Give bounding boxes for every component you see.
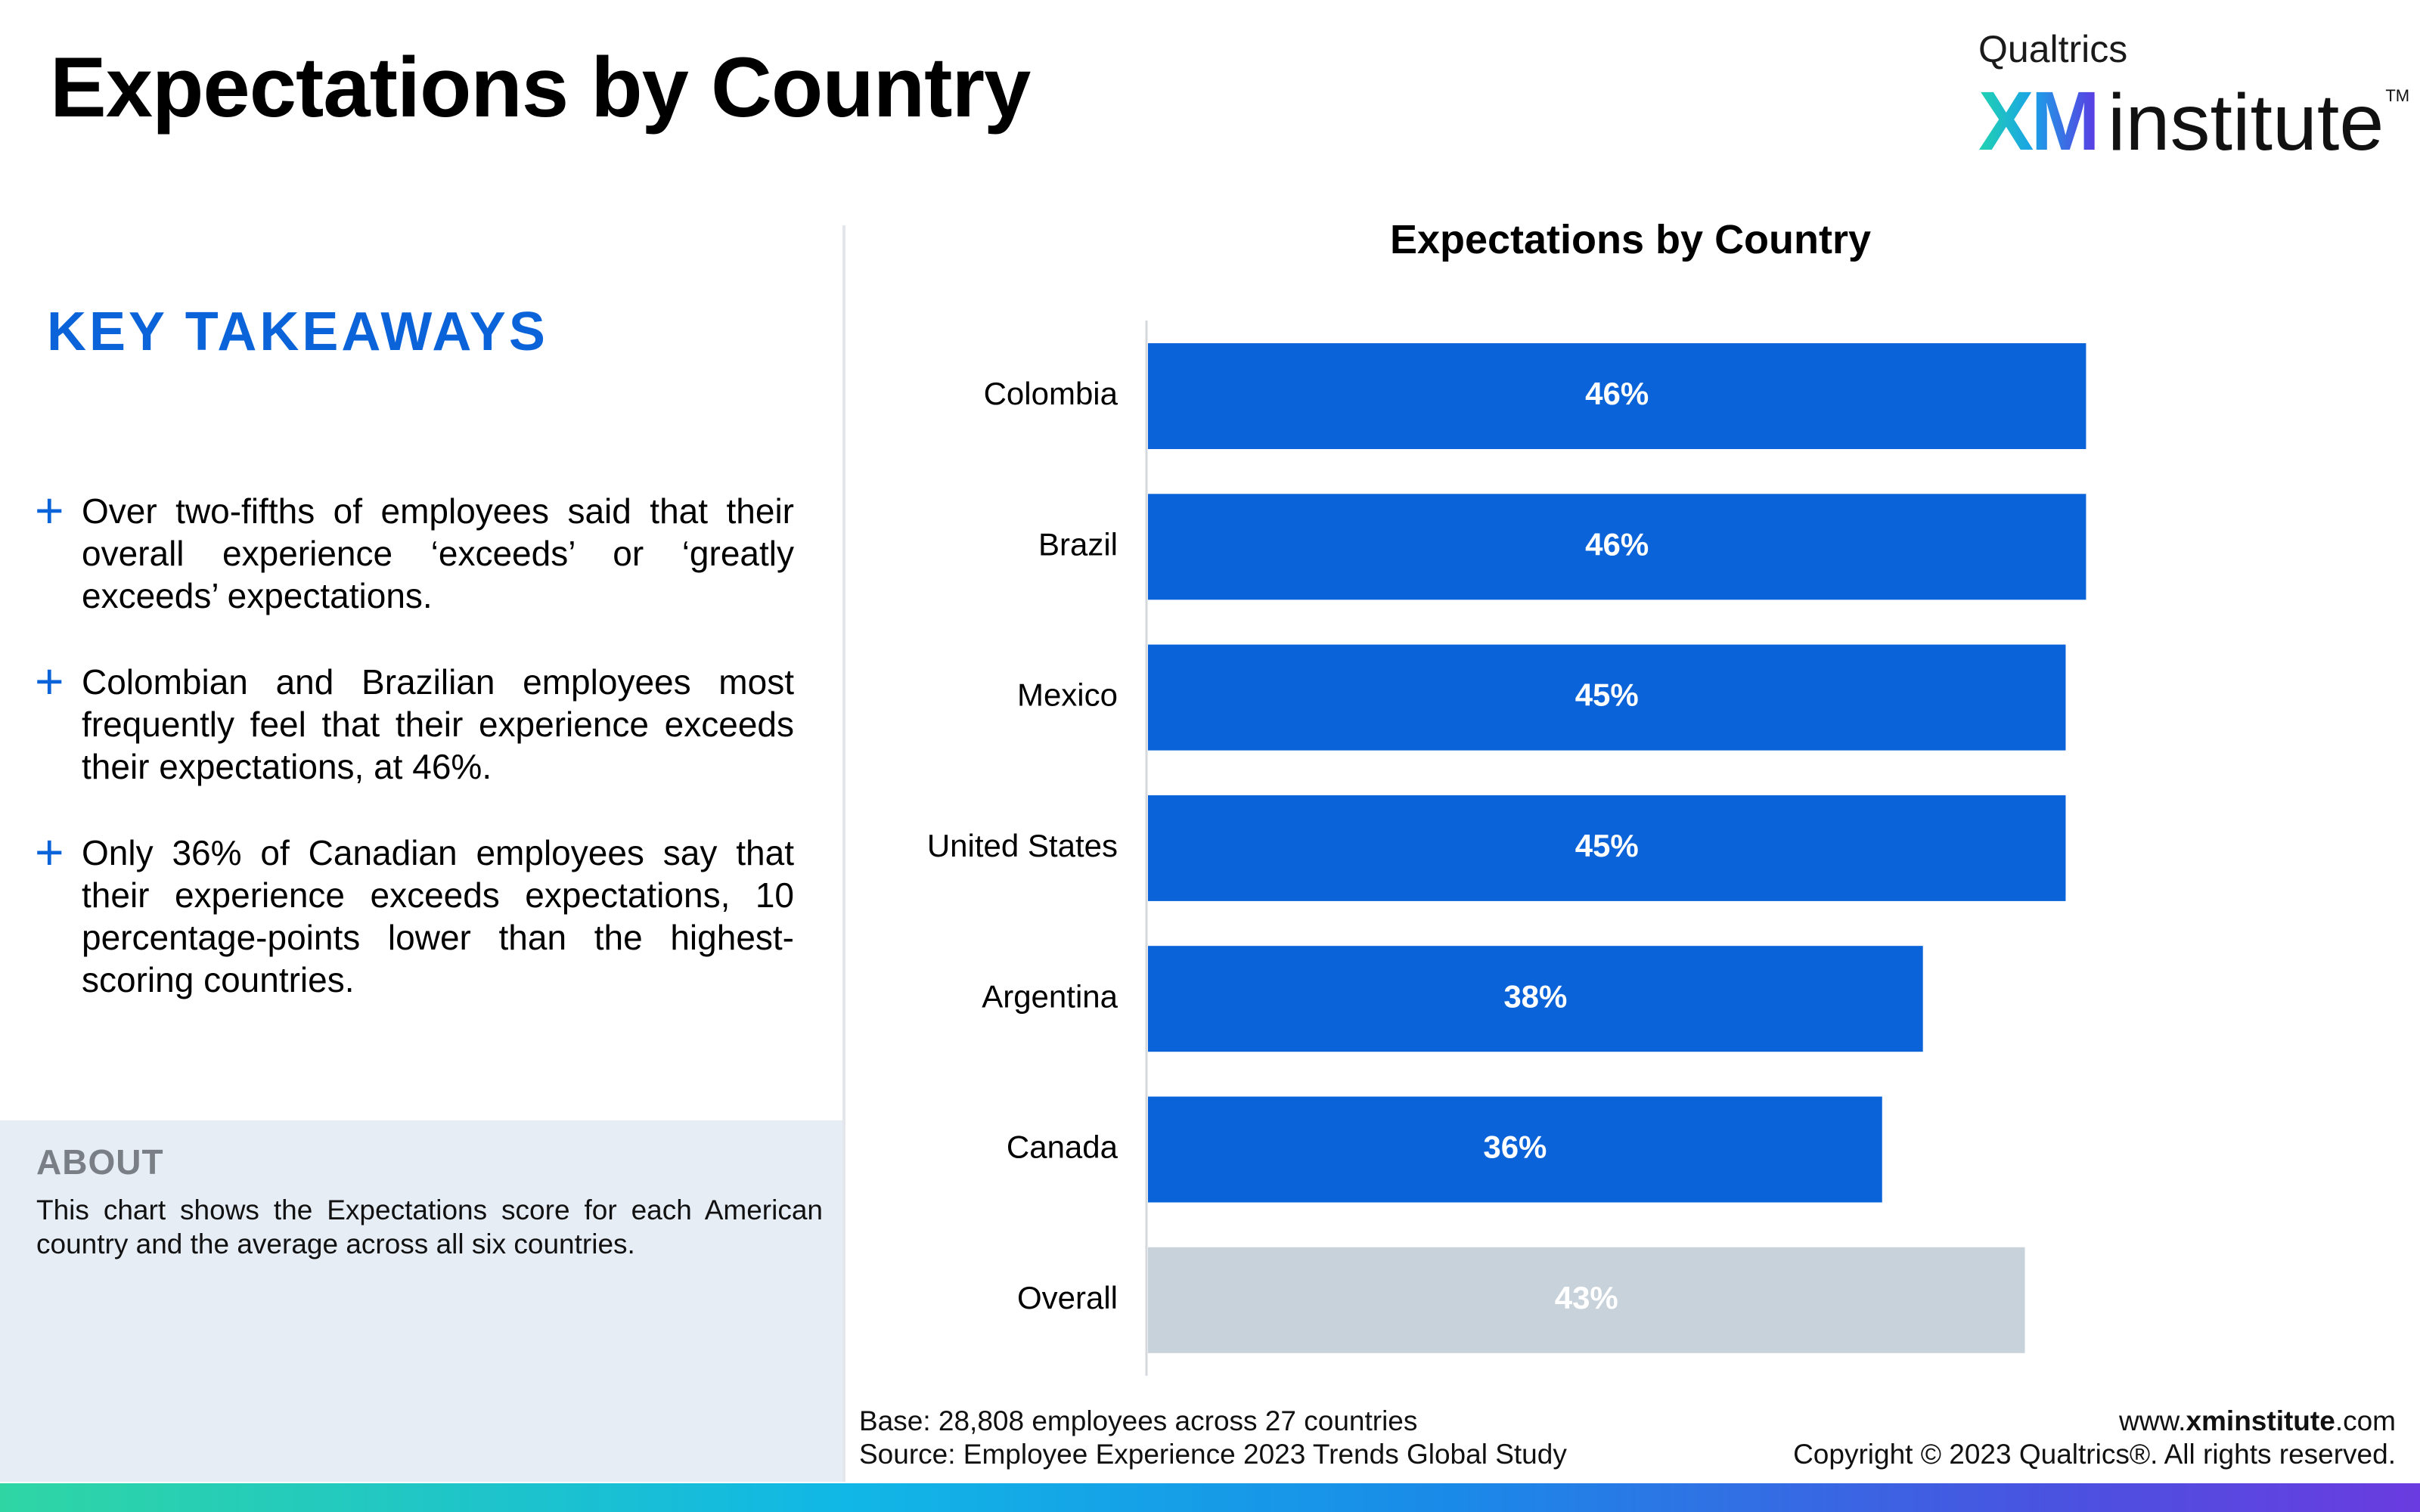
value-label: 45%: [1575, 828, 1639, 863]
value-label: 46%: [1585, 376, 1649, 411]
brand-gradient-strip: [0, 1483, 2420, 1512]
chart-title: Expectations by Country: [1389, 217, 1872, 262]
bar-mexico: [1148, 644, 2066, 751]
category-label: United States: [927, 828, 1118, 863]
website-suffix: .com: [2335, 1405, 2396, 1436]
website-domain: xminstitute: [2186, 1405, 2335, 1436]
value-label: 36%: [1483, 1129, 1547, 1165]
category-label: Argentina: [982, 978, 1118, 1014]
takeaway-item: + Colombian and Brazilian employees most…: [30, 656, 794, 788]
bar-chart: Colombia 46% Brazil 46% Mexico 45% United Stat…: [927, 321, 2086, 1376]
category-label: Brazil: [1038, 526, 1118, 562]
bar-overall: [1148, 1247, 2025, 1353]
takeaway-text: Only 36% of Canadian employees say that …: [82, 833, 794, 999]
column-divider: [842, 225, 845, 1482]
website-prefix: www.: [2119, 1405, 2186, 1436]
bar-argentina: [1148, 946, 1923, 1052]
plus-icon: +: [35, 824, 64, 880]
value-label: 45%: [1575, 677, 1639, 713]
category-label: Overall: [1017, 1280, 1118, 1315]
page-title: Expectations by Country: [50, 40, 1031, 135]
value-label: 38%: [1503, 978, 1567, 1014]
bar-canada: [1148, 1096, 1882, 1203]
plus-icon: +: [35, 482, 64, 538]
logo-qualtrics-text: Qualtrics: [1978, 28, 2128, 70]
logo-trademark: TM: [2385, 86, 2410, 105]
bar-colombia: [1148, 343, 2086, 449]
footer-credits: www.xminstitute.com Copyright © 2023 Qua…: [1793, 1405, 2396, 1471]
source-note: Source: Employee Experience 2023 Trends …: [859, 1439, 1567, 1470]
base-note: Base: 28,808 employees across 27 countri…: [859, 1405, 1418, 1436]
about-heading: ABOUT: [36, 1142, 164, 1182]
key-takeaways-heading: KEY TAKEAWAYS: [47, 302, 548, 362]
website-link[interactable]: www.xminstitute.com: [1793, 1405, 2396, 1438]
about-text: This chart shows the Expectations score …: [36, 1194, 823, 1259]
takeaway-item: + Only 36% of Canadian employees say tha…: [30, 827, 794, 1001]
takeaway-item: + Over two-fifths of employees said that…: [30, 485, 794, 617]
category-label: Canada: [1007, 1129, 1118, 1165]
value-label: 46%: [1585, 526, 1649, 562]
bar-united-states: [1148, 795, 2066, 901]
copyright-text: Copyright © 2023 Qualtrics®. All rights …: [1793, 1439, 2396, 1470]
about-panel: ABOUT This chart shows the Expectations …: [0, 1120, 842, 1482]
takeaway-text: Colombian and Brazilian employees most f…: [82, 662, 794, 786]
logo-institute-text: institute: [2108, 78, 2384, 167]
category-label: Mexico: [1017, 677, 1118, 713]
footer-notes: Base: 28,808 employees across 27 countri…: [859, 1405, 1567, 1471]
bar-brazil: [1148, 494, 2086, 600]
logo-xm-text: XM: [1978, 75, 2100, 168]
logo-main-wordmark: XM instituteTM: [1978, 80, 2409, 163]
plus-icon: +: [35, 653, 64, 709]
xm-institute-logo: Qualtrics XM instituteTM: [1978, 27, 2409, 163]
value-label: 43%: [1555, 1280, 1618, 1315]
category-label: Colombia: [984, 376, 1118, 411]
takeaway-text: Over two-fifths of employees said that t…: [82, 491, 794, 615]
takeaways-list: + Over two-fifths of employees said that…: [30, 485, 794, 1045]
